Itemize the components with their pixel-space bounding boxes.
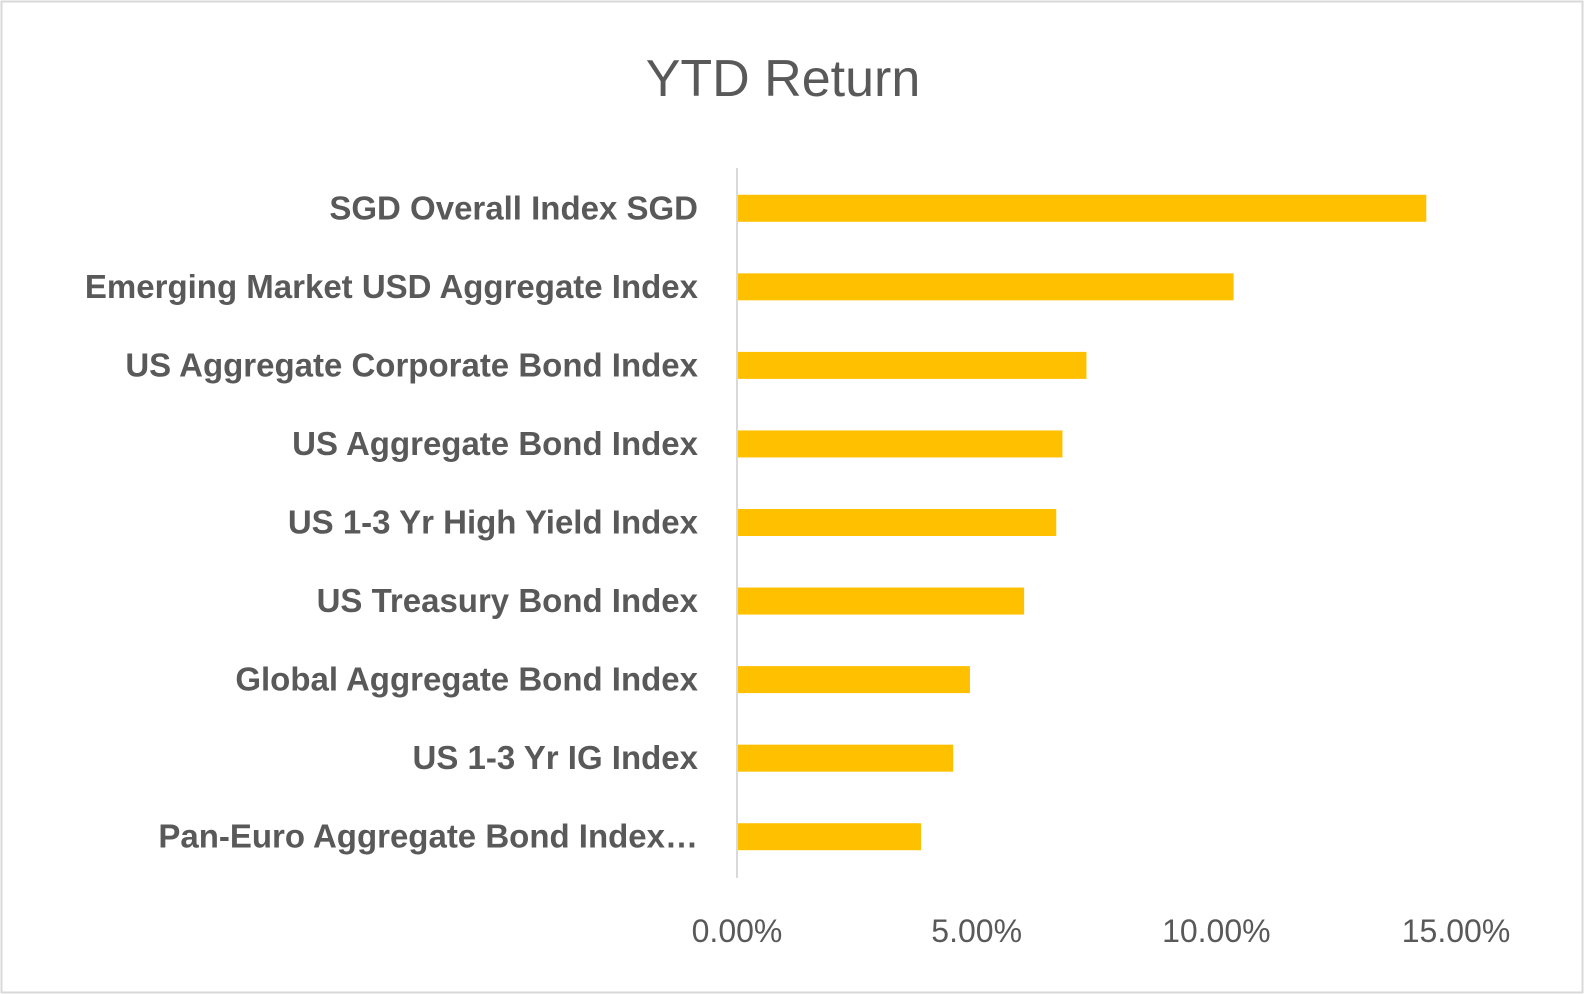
x-tick-labels: 0.00% 5.00% 10.00% 15.00% [692,913,1511,949]
x-tick-label: 15.00% [1402,913,1511,949]
bar [737,744,954,772]
bar [737,509,1057,536]
bar [737,273,1234,301]
category-label: US Aggregate Bond Index [292,425,698,462]
bar [737,587,1025,615]
category-labels: SGD Overall Index SGD Emerging Market USD… [85,189,699,854]
bar [737,430,1063,458]
x-tick-label: 0.00% [692,913,783,949]
bar [737,666,970,694]
category-label: Global Aggregate Bond Index [235,661,698,698]
chart-title: YTD Return [646,50,921,108]
category-label: US Aggregate Corporate Bond Index [125,346,698,383]
bar [737,823,922,851]
category-label: Emerging Market USD Aggregate Index [85,268,699,305]
x-tick-label: 10.00% [1162,913,1271,949]
x-tick-label: 5.00% [931,913,1022,949]
bar [737,194,1427,222]
category-label: US 1-3 Yr High Yield Index [288,504,699,541]
category-label: US 1-3 Yr IG Index [413,739,699,776]
bar [737,351,1087,379]
category-label: US Treasury Bond Index [317,582,699,619]
category-label: SGD Overall Index SGD [329,189,698,226]
bars [737,194,1427,851]
category-label: Pan-Euro Aggregate Bond Index… [158,818,698,855]
